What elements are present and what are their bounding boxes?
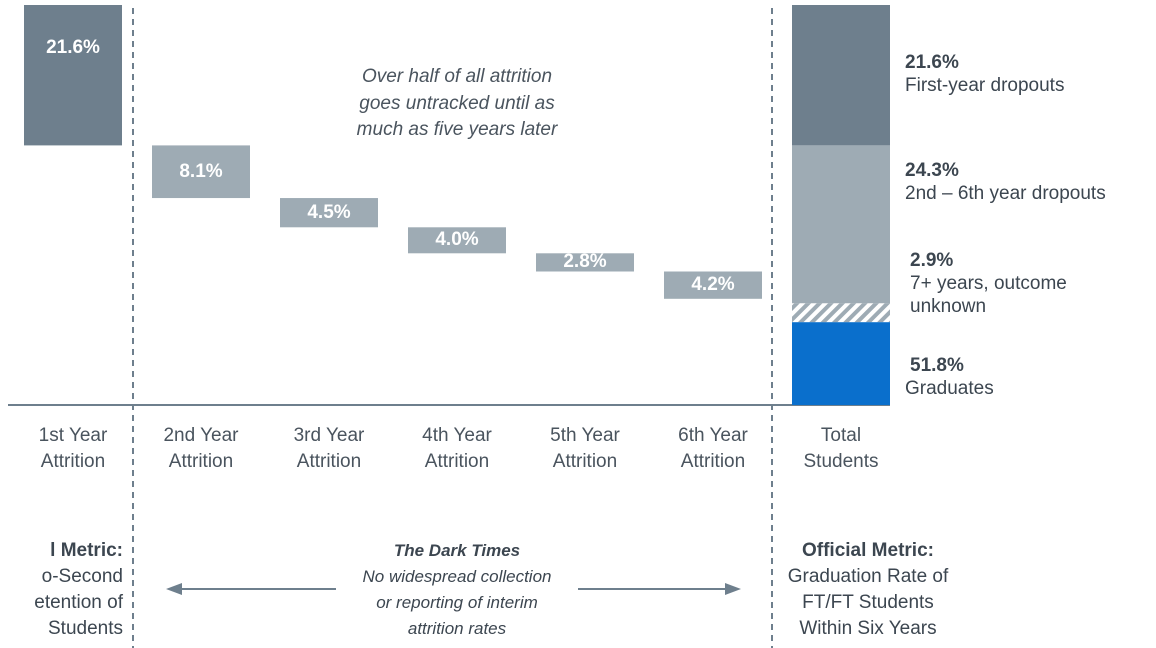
note: attrition rates [407,619,507,638]
note: FT/FT Students [802,592,934,613]
note: Official Metric: [802,540,934,561]
x-tick-label: 3rd Year Attrition [293,425,365,472]
legend-label: unknown [910,296,987,317]
bar [280,198,378,228]
stack-segment [792,322,890,405]
x-tick-label: 4th Year Attrition [422,425,492,472]
stack-segment [792,5,890,146]
legend-label: 2nd – 6th year dropouts [905,183,1106,204]
bar [152,145,250,199]
annotation: much as five years later [356,119,558,140]
note: l Metric: [50,540,123,561]
arrow-head [166,583,182,595]
bar [664,271,762,299]
bar-label: 4.5% [307,201,351,223]
note: Graduation Rate of [787,566,949,587]
bar-label: 2.8% [563,251,607,273]
note: etention of [34,592,123,613]
bar-label: 4.2% [691,274,735,296]
segment-value: 21.6% [905,52,959,73]
x-tick-label: 1st Year Attrition [38,425,108,472]
bar-label: 21.6% [46,37,100,58]
note: No widespread collection [362,567,552,586]
note: o-Second [41,566,123,587]
note: The Dark Times [393,541,521,560]
bar-label: 8.1% [179,160,223,182]
bar [408,227,506,254]
segment-value: 2.9% [910,250,954,271]
x-tick-label: 6th Year Attrition [678,425,748,472]
legend-label: Graduates [905,378,994,399]
note-bg [336,540,578,640]
note: Within Six Years [799,618,937,639]
note: or reporting of interim [376,593,538,612]
legend-label: First-year dropouts [905,75,1065,96]
segment-value: 24.3% [905,160,959,181]
x-tick-label: 5th Year Attrition [550,425,620,472]
note: Students [48,618,123,639]
annotation: goes untracked until as [359,92,555,114]
segment-value: 51.8% [910,355,964,376]
arrow-head [725,583,741,595]
legend-label: 7+ years, outcome [910,273,1067,294]
stack-segment [792,145,890,304]
stack-segment [792,303,890,323]
annotation: Over half of all attrition [361,66,553,87]
bar-label: 4.0% [435,229,479,251]
bar [536,253,634,272]
x-tick-label: 2nd Year Attrition [163,425,239,472]
x-tick-label: Total Students [803,425,879,472]
bar [24,5,122,146]
